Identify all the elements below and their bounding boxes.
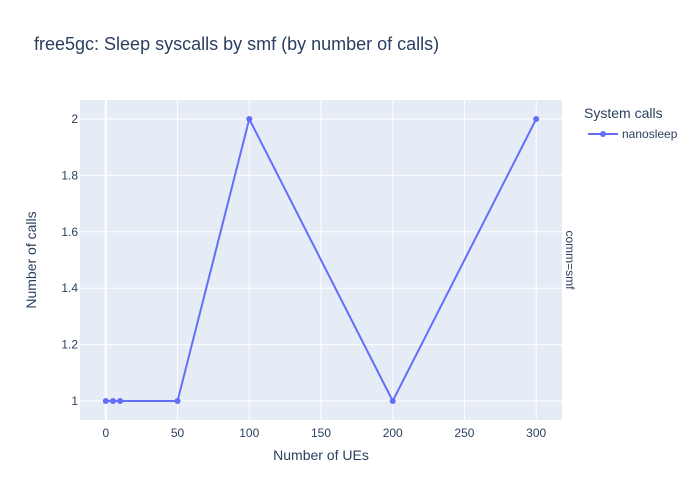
- legend-label-nanosleep: nanosleep: [622, 127, 678, 141]
- y-tick-label: 1.4: [61, 281, 78, 295]
- x-tick-label: 250: [454, 426, 474, 440]
- x-tick-label: 200: [383, 426, 403, 440]
- data-point[interactable]: [109, 397, 116, 404]
- data-point[interactable]: [117, 397, 124, 404]
- x-tick-label: 0: [102, 426, 109, 440]
- x-tick-label: 50: [171, 426, 185, 440]
- y-tick-label: 1: [71, 394, 78, 408]
- x-tick-label: 300: [526, 426, 546, 440]
- legend-marker-nanosleep: [600, 131, 606, 137]
- x-tick-label: 100: [239, 426, 259, 440]
- data-point[interactable]: [533, 116, 540, 123]
- x-tick-label: 150: [311, 426, 331, 440]
- y-tick-label: 1.2: [61, 338, 78, 352]
- y-tick-label: 1.6: [61, 225, 78, 239]
- legend-item-nanosleep[interactable]: nanosleep: [588, 127, 678, 141]
- facet-label: comm=smf: [563, 230, 577, 290]
- y-tick-labels: 1 1.2 1.4 1.6 1.8 2: [61, 112, 78, 408]
- data-point[interactable]: [174, 397, 181, 404]
- legend-title: System calls: [584, 105, 663, 121]
- x-axis-title: Number of UEs: [273, 447, 369, 463]
- x-tick-labels: 0 50 100 150 200 250 300: [102, 426, 546, 440]
- y-tick-label: 2: [71, 112, 78, 126]
- y-axis-title: Number of calls: [23, 211, 39, 308]
- y-tick-label: 1.8: [61, 168, 78, 182]
- data-point[interactable]: [102, 397, 109, 404]
- series-layer: [102, 116, 540, 404]
- data-point[interactable]: [246, 116, 253, 123]
- chart-title: free5gc: Sleep syscalls by smf (by numbe…: [34, 34, 439, 54]
- data-point[interactable]: [389, 397, 396, 404]
